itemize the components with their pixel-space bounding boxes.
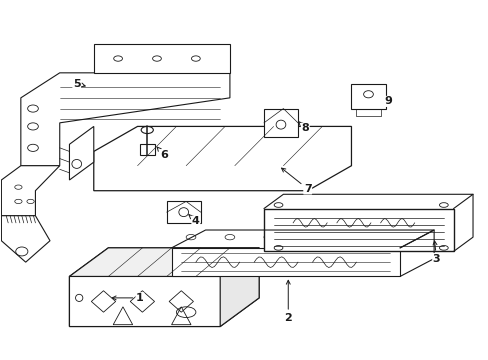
Polygon shape — [69, 248, 259, 327]
Polygon shape — [21, 73, 229, 166]
Polygon shape — [1, 216, 50, 262]
Text: 3: 3 — [432, 241, 440, 264]
Text: 8: 8 — [298, 122, 308, 133]
Polygon shape — [69, 248, 259, 276]
Polygon shape — [94, 126, 351, 191]
Polygon shape — [1, 166, 60, 216]
Text: 6: 6 — [157, 147, 168, 160]
Polygon shape — [171, 248, 399, 276]
Polygon shape — [351, 84, 385, 109]
Text: 1: 1 — [112, 293, 143, 303]
Polygon shape — [264, 208, 453, 251]
Text: 7: 7 — [281, 168, 311, 194]
Polygon shape — [264, 109, 297, 137]
Polygon shape — [94, 44, 229, 73]
Text: 5: 5 — [73, 78, 85, 89]
Text: 9: 9 — [383, 96, 391, 107]
Polygon shape — [220, 248, 259, 327]
Text: 2: 2 — [284, 280, 291, 323]
Polygon shape — [166, 202, 201, 223]
Polygon shape — [69, 126, 94, 180]
Polygon shape — [69, 276, 220, 327]
Text: 4: 4 — [188, 215, 200, 226]
